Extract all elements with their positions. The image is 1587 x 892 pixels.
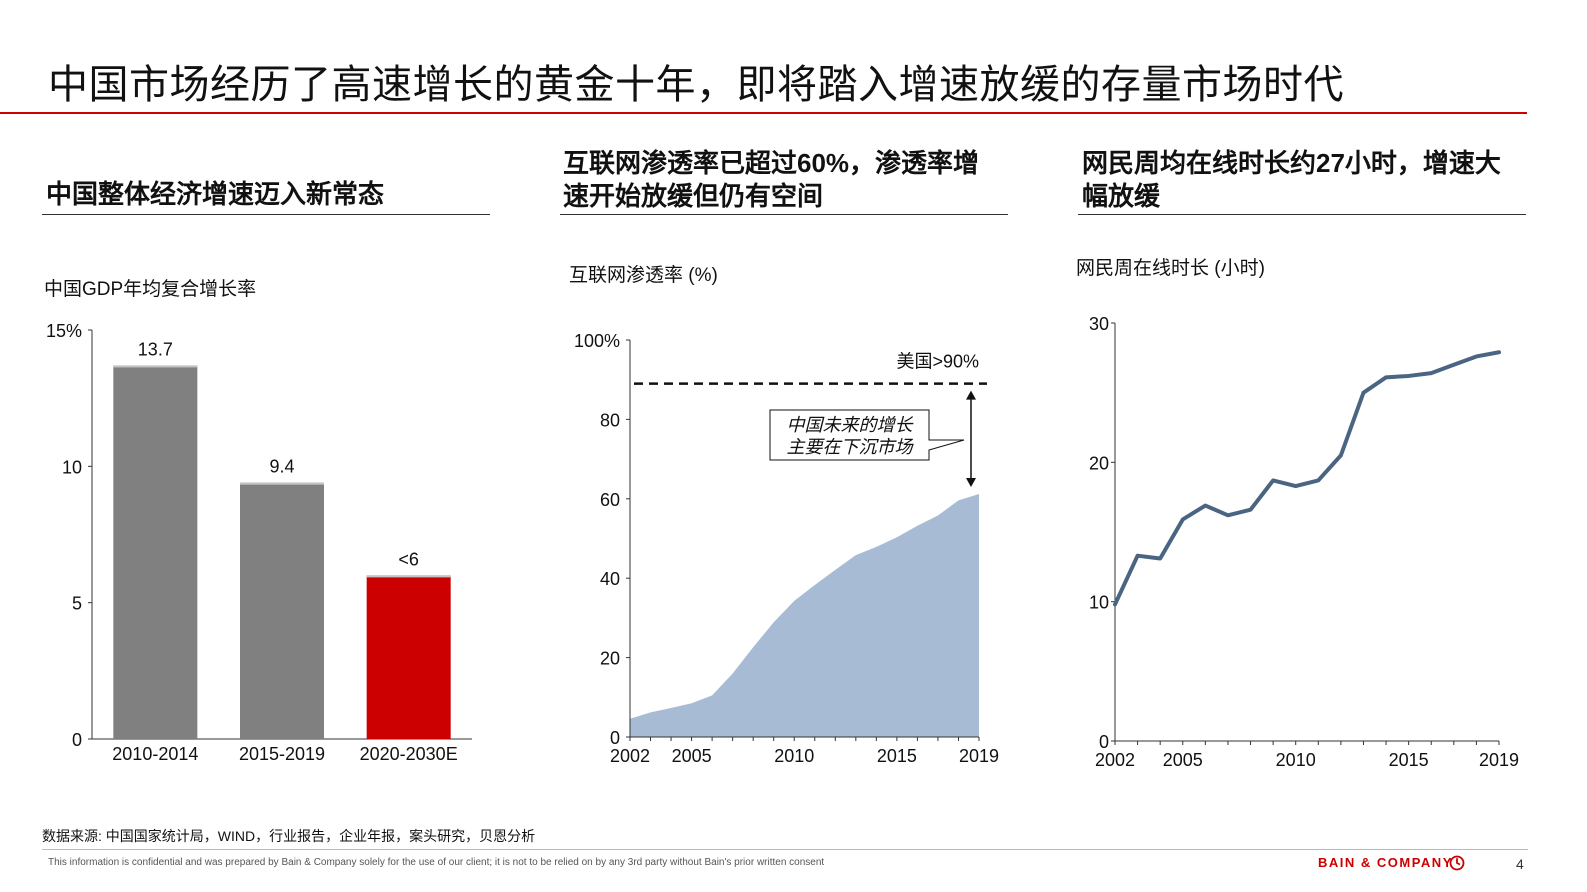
panel3-heading: 网民周均在线时长约27小时，增速大 幅放缓 — [1082, 147, 1501, 213]
gap-arrow-head-down — [966, 478, 976, 488]
y-tick-label: 0 — [72, 730, 82, 750]
bar-data-label: 13.7 — [138, 339, 173, 359]
bar-data-label: <6 — [398, 549, 419, 569]
y-tick-label: 30 — [1089, 314, 1109, 334]
y-tick-label: 0 — [1099, 732, 1109, 752]
bar-top-edge — [113, 365, 198, 368]
source-note: 数据来源: 中国国家统计局，WIND，行业报告，企业年报，案头研究，贝恩分析 — [42, 828, 536, 844]
panel2-divider — [560, 214, 1008, 215]
y-tick-label: 100% — [574, 331, 620, 351]
x-tick-label: 2005 — [672, 746, 712, 766]
bar — [366, 575, 451, 739]
panel2-chart-label: 互联网渗透率 (%) — [569, 265, 718, 286]
bar — [113, 365, 198, 739]
brand-name: BAIN & COMPANY — [1318, 855, 1453, 870]
penetration-area — [630, 494, 979, 737]
bar — [240, 482, 324, 739]
y-tick-label: 10 — [62, 457, 82, 477]
y-tick-label: 80 — [600, 410, 620, 430]
penetration-area-chart: 0 20 40 60 80 100% 2002 2005 2010 2015 2019 美国>90% 中… — [574, 331, 999, 766]
y-tick-label: 10 — [1089, 593, 1109, 613]
gap-arrow-head-up — [966, 390, 976, 400]
y-tick-label: 5 — [72, 594, 82, 614]
bar-top-edge — [366, 575, 451, 578]
panel2-heading-line1: 互联网渗透率已超过60%，渗透率增 — [563, 148, 980, 178]
panel2-heading: 互联网渗透率已超过60%，渗透率增 速开始放缓但仍有空间 — [563, 147, 979, 213]
panel3-divider — [1078, 214, 1526, 215]
panel1-divider — [42, 214, 490, 215]
y-tick-label: 0 — [610, 728, 620, 748]
x-tick-label: 2010 — [774, 746, 814, 766]
callout-text-line2: 主要在下沉市场 — [787, 437, 915, 457]
y-tick-label: 15% — [46, 321, 82, 341]
x-tick-label: 2010-2014 — [112, 744, 198, 764]
x-tick-label: 2005 — [1163, 750, 1203, 770]
panel3-heading-line1: 网民周均在线时长约27小时，增速大 — [1082, 148, 1501, 178]
callout-text-line1: 中国未来的增长 — [787, 415, 915, 435]
x-tick-label: 2002 — [610, 746, 650, 766]
panel3-chart-label: 网民周在线时长 (小时) — [1076, 258, 1265, 279]
y-tick-label: 40 — [600, 569, 620, 589]
online-hours-line — [1113, 350, 1501, 607]
y-tick-label: 60 — [600, 490, 620, 510]
gdp-bar-chart: 0 5 10 15% 13.7 2010-2014 9.4 2015-2019 <6 2020-2… — [46, 321, 472, 764]
us-reference-label: 美国>90% — [896, 352, 979, 372]
disclaimer: This information is confidential and was… — [48, 857, 825, 868]
panel2-heading-line2: 速开始放缓但仍有空间 — [563, 181, 824, 211]
bar-data-label: 9.4 — [269, 457, 294, 477]
x-tick-label: 2002 — [1095, 750, 1135, 770]
y-tick-label: 20 — [1089, 453, 1109, 473]
y-tick-label: 20 — [600, 649, 620, 669]
callout-box — [769, 409, 965, 461]
title-divider — [0, 112, 1527, 114]
online-hours-line-chart: 0 10 20 30 2002 2005 2010 2015 2019 — [1089, 314, 1519, 770]
footer-divider — [42, 849, 1528, 850]
page-number: 4 — [1516, 856, 1524, 872]
x-tick-label: 2019 — [1479, 750, 1519, 770]
bar-top-edge — [240, 482, 324, 485]
slide-title: 中国市场经历了高速增长的黄金十年，即将踏入增速放缓的存量市场时代 — [48, 63, 1344, 107]
panel1-chart-label: 中国GDP年均复合增长率 — [44, 279, 257, 300]
x-tick-label: 2010 — [1276, 750, 1316, 770]
bain-logo-icon — [1449, 855, 1465, 871]
panel1-heading: 中国整体经济增速迈入新常态 — [46, 179, 385, 209]
x-tick-label: 2015 — [877, 746, 917, 766]
x-tick-label: 2015 — [1389, 750, 1429, 770]
panel3-heading-line2: 幅放缓 — [1082, 181, 1161, 211]
x-tick-label: 2020-2030E — [360, 744, 458, 764]
x-tick-label: 2019 — [959, 746, 999, 766]
x-tick-label: 2015-2019 — [239, 744, 325, 764]
